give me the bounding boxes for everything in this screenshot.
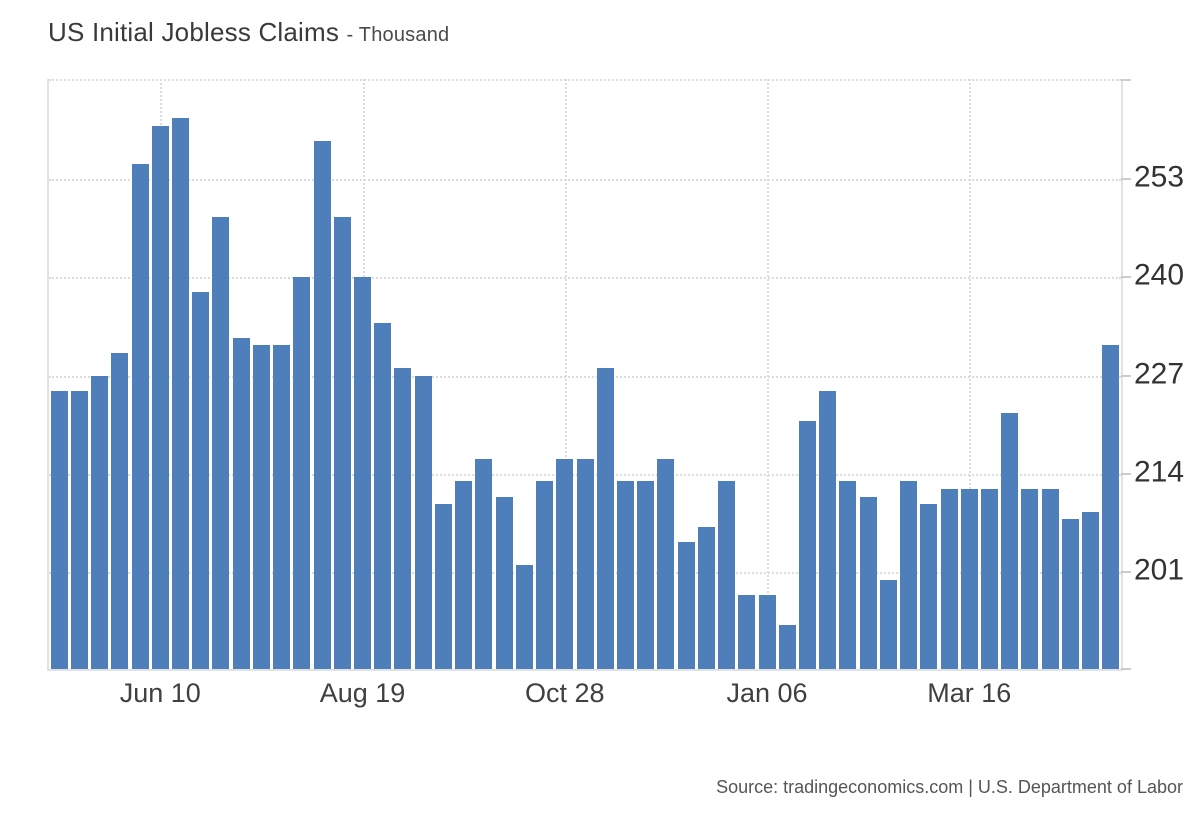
bar[interactable] <box>900 481 918 669</box>
bar[interactable] <box>616 481 634 669</box>
bar[interactable] <box>91 375 109 669</box>
y-tick-mark <box>1121 472 1131 475</box>
bar[interactable] <box>414 375 432 669</box>
bar[interactable] <box>960 488 978 669</box>
bar[interactable] <box>252 345 270 669</box>
y-tick-mark <box>1121 668 1131 670</box>
bar[interactable] <box>394 367 412 669</box>
y-axis-label: 240 <box>1134 258 1185 292</box>
plot-area: 253 240 227 214 201 Jun 10 Aug 19 Oct 28 Jan 06 M… <box>47 79 1184 708</box>
plot-top-border <box>49 79 1121 81</box>
bar[interactable] <box>657 458 675 669</box>
y-axis-label: 214 <box>1134 455 1185 489</box>
x-gridline <box>969 79 972 669</box>
source-attribution: Source: tradingeconomics.com | U.S. Depa… <box>716 777 1183 797</box>
y-tick-mark <box>1121 374 1131 377</box>
bar[interactable] <box>637 481 655 669</box>
bar[interactable] <box>151 125 169 669</box>
bar[interactable] <box>333 216 351 669</box>
bar[interactable] <box>273 345 291 669</box>
x-axis-label: Mar 16 <box>927 678 1012 708</box>
bar[interactable] <box>1061 519 1079 669</box>
chart-title-unit: - Thousand <box>346 24 450 46</box>
chart-title: US Initial Jobless Claims - Thousand <box>48 17 449 48</box>
y-gridline <box>49 375 1121 378</box>
x-gridline <box>564 79 567 669</box>
bar[interactable] <box>374 322 392 669</box>
bar[interactable] <box>1021 488 1039 669</box>
bar[interactable] <box>1082 511 1100 669</box>
y-axis-label: 201 <box>1134 553 1185 587</box>
bar[interactable] <box>778 625 796 669</box>
bar[interactable] <box>495 496 513 669</box>
bar[interactable] <box>798 420 816 669</box>
y-tick-mark <box>1121 79 1131 81</box>
y-axis-label: 253 <box>1134 160 1185 194</box>
bar[interactable] <box>879 579 897 669</box>
bar[interactable] <box>839 481 857 669</box>
x-axis-label: Oct 28 <box>524 678 605 708</box>
chart-title-text: US Initial Jobless Claims <box>48 17 340 47</box>
bar[interactable] <box>131 163 149 669</box>
x-axis-label: Aug 19 <box>319 678 406 708</box>
bar[interactable] <box>1041 488 1059 669</box>
bar[interactable] <box>293 277 311 669</box>
x-gridline <box>767 79 770 669</box>
x-axis-label: Jun 10 <box>119 678 201 708</box>
y-gridline <box>49 178 1121 181</box>
bar[interactable] <box>819 390 837 669</box>
y-tick-mark <box>1121 177 1131 180</box>
bar[interactable] <box>738 594 756 669</box>
bottom-axis-line <box>47 669 1121 671</box>
bar[interactable] <box>212 216 230 669</box>
bar[interactable] <box>192 292 210 669</box>
bar[interactable] <box>515 564 533 669</box>
bar[interactable] <box>1001 413 1019 669</box>
bar[interactable] <box>434 504 452 669</box>
bar[interactable] <box>981 488 999 669</box>
bar[interactable] <box>50 390 68 669</box>
bar[interactable] <box>940 488 958 669</box>
bar[interactable] <box>171 118 189 669</box>
y-tick-mark <box>1121 276 1131 279</box>
bar[interactable] <box>859 496 877 669</box>
bar[interactable] <box>920 504 938 669</box>
x-axis-label: Jan 06 <box>726 678 808 708</box>
bar[interactable] <box>596 367 614 669</box>
bar[interactable] <box>1102 345 1120 669</box>
y-gridline <box>49 277 1121 280</box>
bar[interactable] <box>758 594 776 669</box>
bar[interactable] <box>697 526 715 669</box>
bar[interactable] <box>718 481 736 669</box>
bar[interactable] <box>536 481 554 669</box>
y-tick-mark <box>1121 571 1131 574</box>
bar[interactable] <box>475 458 493 669</box>
bar[interactable] <box>354 277 371 669</box>
y-axis-label: 227 <box>1134 357 1185 391</box>
bar[interactable] <box>576 458 594 669</box>
bar[interactable] <box>232 337 250 669</box>
bar[interactable] <box>455 481 473 669</box>
bar[interactable] <box>556 458 574 669</box>
bar[interactable] <box>111 352 129 669</box>
bar[interactable] <box>313 141 331 669</box>
bar[interactable] <box>677 541 695 669</box>
bar[interactable] <box>70 390 88 669</box>
left-axis-line <box>47 79 49 669</box>
